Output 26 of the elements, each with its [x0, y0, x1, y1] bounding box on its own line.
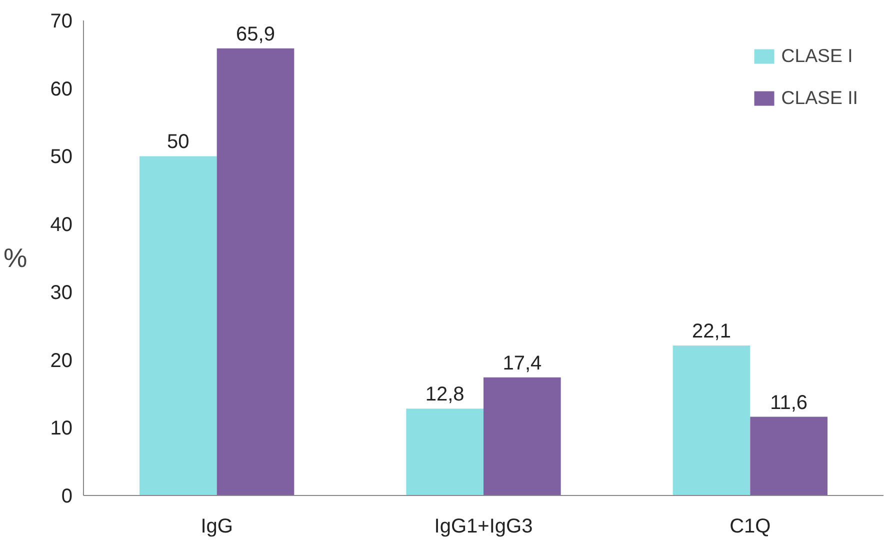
- y-tick-label: 10: [50, 418, 73, 440]
- bar: [406, 408, 484, 496]
- y-tick-label: 70: [50, 10, 73, 32]
- legend-label: CLASE II: [781, 87, 858, 109]
- y-tick-label: 30: [50, 282, 73, 304]
- data-label: 17,4: [502, 352, 542, 374]
- data-label: 11,6: [770, 392, 808, 414]
- bar: [140, 156, 217, 496]
- y-tick-label: 50: [50, 146, 73, 168]
- y-tick-label: 60: [50, 78, 73, 100]
- bar: [672, 346, 750, 496]
- data-label: 65,9: [236, 23, 275, 46]
- data-label: 22,1: [692, 320, 731, 343]
- bar: [484, 377, 561, 496]
- data-label: 50: [167, 131, 190, 154]
- data-label: 12,8: [425, 384, 464, 406]
- y-tick-label: 20: [50, 350, 73, 372]
- y-tick-label: 40: [50, 214, 73, 236]
- y-tick-label: 0: [61, 486, 72, 508]
- x-tick-label: IgG1+IgG3: [434, 516, 533, 538]
- bar: [216, 48, 294, 496]
- bar: [750, 416, 828, 496]
- y-axis-title: %: [4, 243, 28, 273]
- legend-label: CLASE I: [781, 45, 853, 67]
- x-tick-label: IgG: [200, 516, 233, 538]
- x-tick-label: C1Q: [730, 516, 771, 538]
